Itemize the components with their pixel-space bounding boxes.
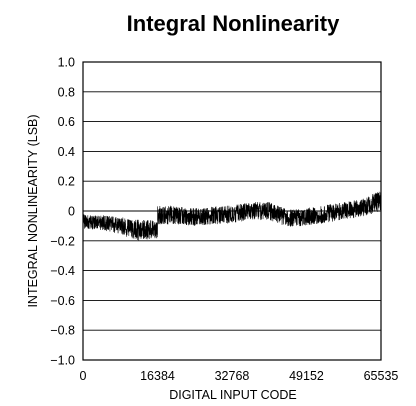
y-tick-label: 0.4: [58, 145, 75, 159]
data-series: [82, 191, 382, 241]
y-tick-label: −1.0: [50, 354, 75, 368]
y-tick-label: 0.8: [58, 85, 75, 99]
plot-frame: [82, 61, 382, 361]
x-tick-label: 65535: [364, 369, 399, 383]
x-tick-label: 32768: [215, 369, 250, 383]
y-tick-label: 1.0: [58, 56, 75, 70]
x-axis-label: DIGITAL INPUT CODE: [169, 388, 297, 402]
y-tick-labels: 1.0 0.8 0.6 0.4 0.2 0 −0.2 −0.4 −0.6 −0.8 −1.0: [50, 56, 75, 368]
y-tick-label: −0.2: [50, 234, 75, 248]
x-tick-label: 16384: [140, 369, 175, 383]
x-tick-labels: 0 16384 32768 49152 65535: [80, 369, 399, 383]
inl-series-line-0: [82, 191, 382, 241]
y-tick-label: −0.6: [50, 294, 75, 308]
y-tick-label: 0.6: [58, 115, 75, 129]
y-tick-label: 0: [68, 205, 75, 219]
x-tick-label: 0: [80, 369, 87, 383]
y-tick-label: 0.2: [58, 175, 75, 189]
y-tick-label: −0.4: [50, 264, 75, 278]
y-tick-label: −0.8: [50, 324, 75, 338]
y-axis-label: INTEGRAL NONLINEARITY (LSB): [26, 114, 40, 307]
x-tick-label: 49152: [289, 369, 324, 383]
chart-title: Integral Nonlinearity: [127, 11, 340, 36]
